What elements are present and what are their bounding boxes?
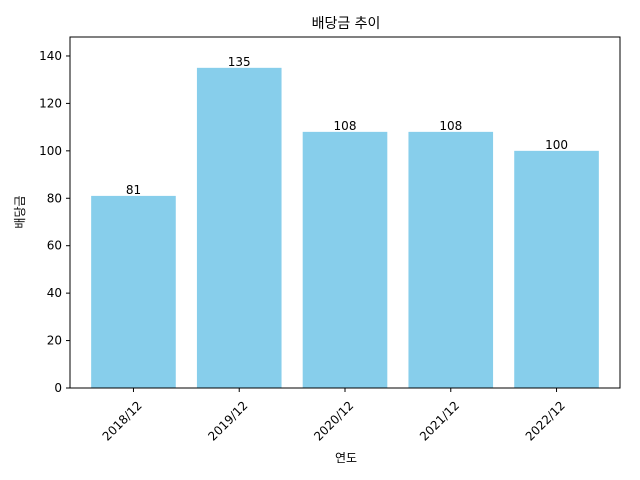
bar-value-label: 100	[545, 138, 568, 152]
bar	[91, 195, 176, 388]
axes-frame	[69, 36, 621, 389]
y-tick-label: 0	[54, 381, 62, 395]
x-tick-label: 2020/12	[311, 398, 356, 443]
y-tick-label: 80	[47, 191, 62, 205]
bar	[408, 131, 494, 388]
x-axis-label: 연도	[335, 451, 357, 465]
y-tick-label: 120	[39, 96, 62, 110]
bar-value-label: 135	[228, 55, 251, 69]
y-tick-label: 140	[39, 49, 62, 63]
y-tick-label: 100	[39, 144, 62, 158]
y-tick-label: 40	[47, 286, 62, 300]
x-axis: 2018/12 2019/12 2020/12 2021/12 2022/12	[100, 388, 568, 444]
x-tick-label: 2022/12	[523, 398, 568, 443]
x-tick-label: 2019/12	[205, 398, 250, 443]
bar-value-label: 108	[439, 119, 462, 133]
bar-value-label: 81	[126, 183, 141, 197]
bar	[196, 67, 282, 388]
y-axis-label: 배당금	[13, 195, 27, 228]
chart-title: 배당금 추이	[312, 16, 381, 32]
bar	[302, 131, 388, 388]
x-tick-label: 2018/12	[100, 398, 145, 443]
y-tick-label: 20	[47, 334, 62, 348]
x-tick-label: 2021/12	[417, 398, 462, 443]
y-axis: 0 20 40 60 80 100 120 140	[39, 49, 70, 395]
bars-group	[91, 67, 599, 388]
y-tick-label: 60	[47, 239, 62, 253]
bar-value-label: 108	[334, 119, 357, 133]
data-labels-group: 81 135 108 108 100	[126, 55, 568, 197]
bar	[514, 150, 599, 388]
